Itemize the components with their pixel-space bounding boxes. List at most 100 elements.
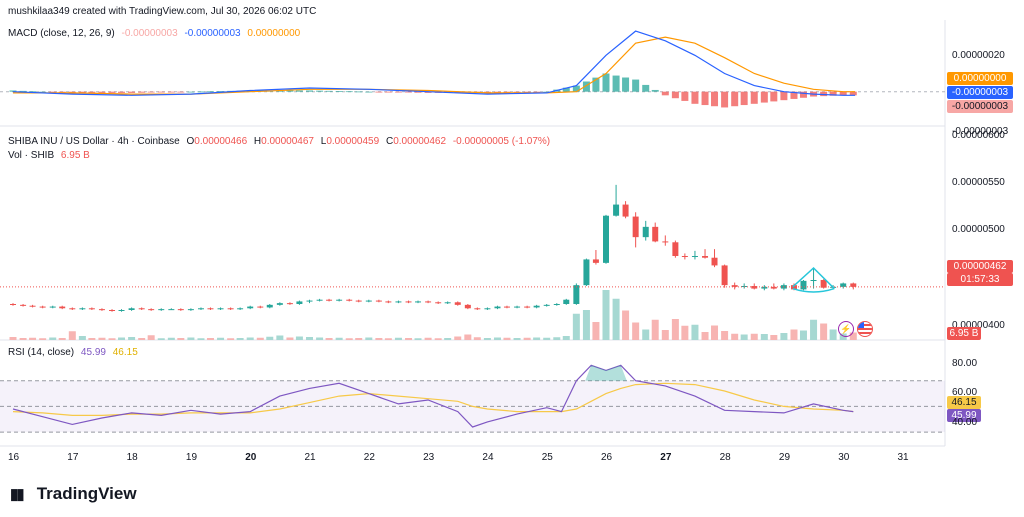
macd-histogram-bar <box>799 91 807 98</box>
ohlc-close: C0.00000462 <box>385 136 447 147</box>
candle-body <box>435 302 442 304</box>
candle-body <box>326 299 333 301</box>
macd-histogram-bar <box>572 85 580 92</box>
rsi-line <box>12 364 854 428</box>
volume-bar <box>365 337 373 340</box>
volume-bar <box>345 338 353 340</box>
macd-histogram-bar <box>770 91 778 102</box>
macd-histogram-bar <box>286 90 294 92</box>
volume-bar <box>711 325 719 340</box>
volume-bar <box>493 337 501 340</box>
candle-body <box>425 301 432 303</box>
volume-bar <box>434 338 442 340</box>
macd-histogram-bar <box>533 91 541 93</box>
macd-histogram-bar <box>206 91 214 93</box>
macd-legend[interactable]: MACD (close, 12, 26, 9) -0.00000003 -0.0… <box>8 28 304 39</box>
us-flag-icon[interactable] <box>857 321 873 337</box>
volume-bar <box>306 337 313 340</box>
candle-body <box>761 286 768 289</box>
macd-histogram-bar <box>9 90 17 92</box>
price-legend[interactable]: SHIBA INU / US Dollar · 4h · Coinbase O0… <box>8 136 554 147</box>
macd-histogram-bar <box>147 91 155 93</box>
volume-legend[interactable]: Vol · SHIB 6.95 B <box>8 150 94 161</box>
candle-body <box>355 300 362 302</box>
macd-histogram-bar <box>68 91 76 93</box>
macd-histogram-bar <box>513 91 521 93</box>
candle-body <box>39 306 46 308</box>
macd-histogram-bar <box>543 91 551 93</box>
candle-body <box>691 256 698 257</box>
date-tick-label: 23 <box>423 452 435 463</box>
candle-body <box>553 304 560 305</box>
candle-body <box>681 256 688 257</box>
rsi-value-tag: 45.99 <box>947 409 981 422</box>
macd-histogram-bar <box>365 91 373 93</box>
macd-histogram-bar <box>740 91 748 106</box>
macd-histogram-bar <box>671 91 679 99</box>
date-tick-label: 18 <box>126 452 138 463</box>
candle-body <box>484 308 491 310</box>
volume-bar <box>39 338 47 340</box>
candle-body <box>850 283 857 287</box>
rsi-legend[interactable]: RSI (14, close) 45.99 46.15 <box>8 347 142 358</box>
candle-body <box>346 299 353 301</box>
macd-histogram-bar <box>187 91 195 93</box>
candle-body <box>840 283 847 287</box>
chart-canvas[interactable] <box>0 0 1024 470</box>
macd-histogram-bar <box>681 91 689 101</box>
macd-histogram-bar <box>88 91 96 93</box>
macd-histogram-bar <box>118 91 126 93</box>
macd-signal-tag: 0.00000000 <box>947 72 1013 85</box>
volume-bar <box>454 336 462 340</box>
brand-name: TradingView <box>36 484 137 503</box>
macd-histogram-bar <box>355 91 363 93</box>
volume-bar <box>394 337 402 340</box>
candle-body <box>592 259 599 263</box>
volume-bar <box>157 338 165 340</box>
volume-bar <box>118 337 126 340</box>
candle-body <box>177 309 184 311</box>
volume-bar <box>29 337 37 340</box>
candle-body <box>257 306 264 308</box>
volume-bar <box>701 332 709 340</box>
candle-body <box>672 242 679 256</box>
candle-body <box>503 306 510 308</box>
volume-bar <box>236 338 244 340</box>
macd-axis-label-bottom: -0.00000003 <box>952 126 1009 137</box>
macd-histogram-bar <box>632 79 640 92</box>
candle-body <box>316 299 323 301</box>
volume-bar <box>414 338 422 340</box>
macd-histogram-bar <box>58 91 66 93</box>
date-tick-label: 29 <box>778 452 791 463</box>
candle-body <box>820 280 827 288</box>
pattern-drawing <box>792 266 835 290</box>
volume-bar <box>217 337 225 340</box>
candle-body <box>286 303 293 305</box>
candle-body <box>770 286 777 289</box>
volume-bar <box>562 336 570 340</box>
macd-hist-tag: -0.00000003 <box>947 100 1013 113</box>
candle-body <box>652 226 659 242</box>
volume-bar <box>58 338 66 340</box>
candle-body <box>524 306 531 308</box>
rsi-label: RSI (14, close) <box>8 347 75 358</box>
date-tick-label: 16 <box>8 452 20 463</box>
volume-bar <box>355 338 363 340</box>
candle-body <box>365 300 372 302</box>
candle-body <box>138 308 145 310</box>
rsi-axis-label-80: 80.00 <box>952 358 978 369</box>
macd-histogram-bar <box>642 84 650 92</box>
rsi-overbought-fill <box>585 365 627 381</box>
macd-histogram-bar <box>820 91 828 97</box>
macd-histogram-bar <box>167 91 175 93</box>
lightning-icon[interactable]: ⚡ <box>838 321 854 337</box>
macd-histogram-bar <box>98 91 106 93</box>
candle-body <box>563 299 570 304</box>
candle-body <box>583 259 590 286</box>
volume-bar <box>750 333 758 340</box>
candle-body <box>336 299 343 301</box>
candle-body <box>88 308 95 310</box>
volume-bar <box>553 337 561 340</box>
macd-histogram-bar <box>622 77 630 92</box>
volume-bar <box>731 333 739 340</box>
